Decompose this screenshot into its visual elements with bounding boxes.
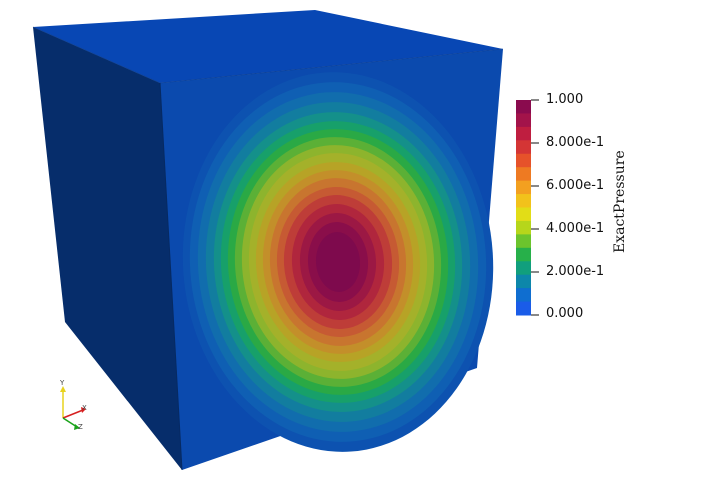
cube-top-face: [33, 10, 503, 83]
scalar-bar-color-step: [516, 247, 531, 262]
scalar-bar-color-step: [516, 194, 531, 208]
scalar-bar-color-step: [516, 301, 531, 316]
scalar-bar-tick-label: 4.000e-1: [546, 221, 605, 236]
scalar-bar-color-step: [516, 153, 531, 168]
scalar-bar-color-step: [516, 288, 531, 303]
scalar-bar-color-step: [516, 140, 531, 155]
scalar-bar: [516, 99, 539, 316]
scalar-bar-color-step: [516, 167, 531, 182]
scalar-bar-color-step: [516, 180, 531, 195]
cube-left-face: [33, 27, 182, 470]
axis-label-y: Y: [60, 379, 65, 387]
scalar-bar-color-step: [516, 274, 531, 289]
scalar-bar-color-step: [516, 207, 531, 222]
scalar-bar-tick-label: 2.000e-1: [546, 264, 605, 279]
orientation-axes[interactable]: [60, 386, 86, 430]
axis-label-x: X: [82, 404, 87, 412]
scalar-bar-color-step: [516, 113, 531, 128]
scalar-bar-tick-label: 8.000e-1: [546, 135, 605, 150]
scalar-bar-tick-label: 6.000e-1: [546, 178, 605, 193]
scalar-bar-color-step: [516, 100, 531, 114]
scalar-bar-color-step: [516, 126, 531, 141]
scalar-bar-color-step: [516, 261, 531, 276]
scalar-bar-color-step: [516, 234, 531, 249]
scalar-bar-tick-label: 0.000: [546, 306, 584, 321]
pressure-contours: [182, 72, 494, 452]
scalar-bar-tick-label: 1.000: [546, 92, 584, 107]
scalar-bar-title: ExactPressure: [612, 150, 628, 253]
scalar-bar-color-step: [516, 220, 531, 235]
axis-label-z: Z: [78, 423, 83, 431]
